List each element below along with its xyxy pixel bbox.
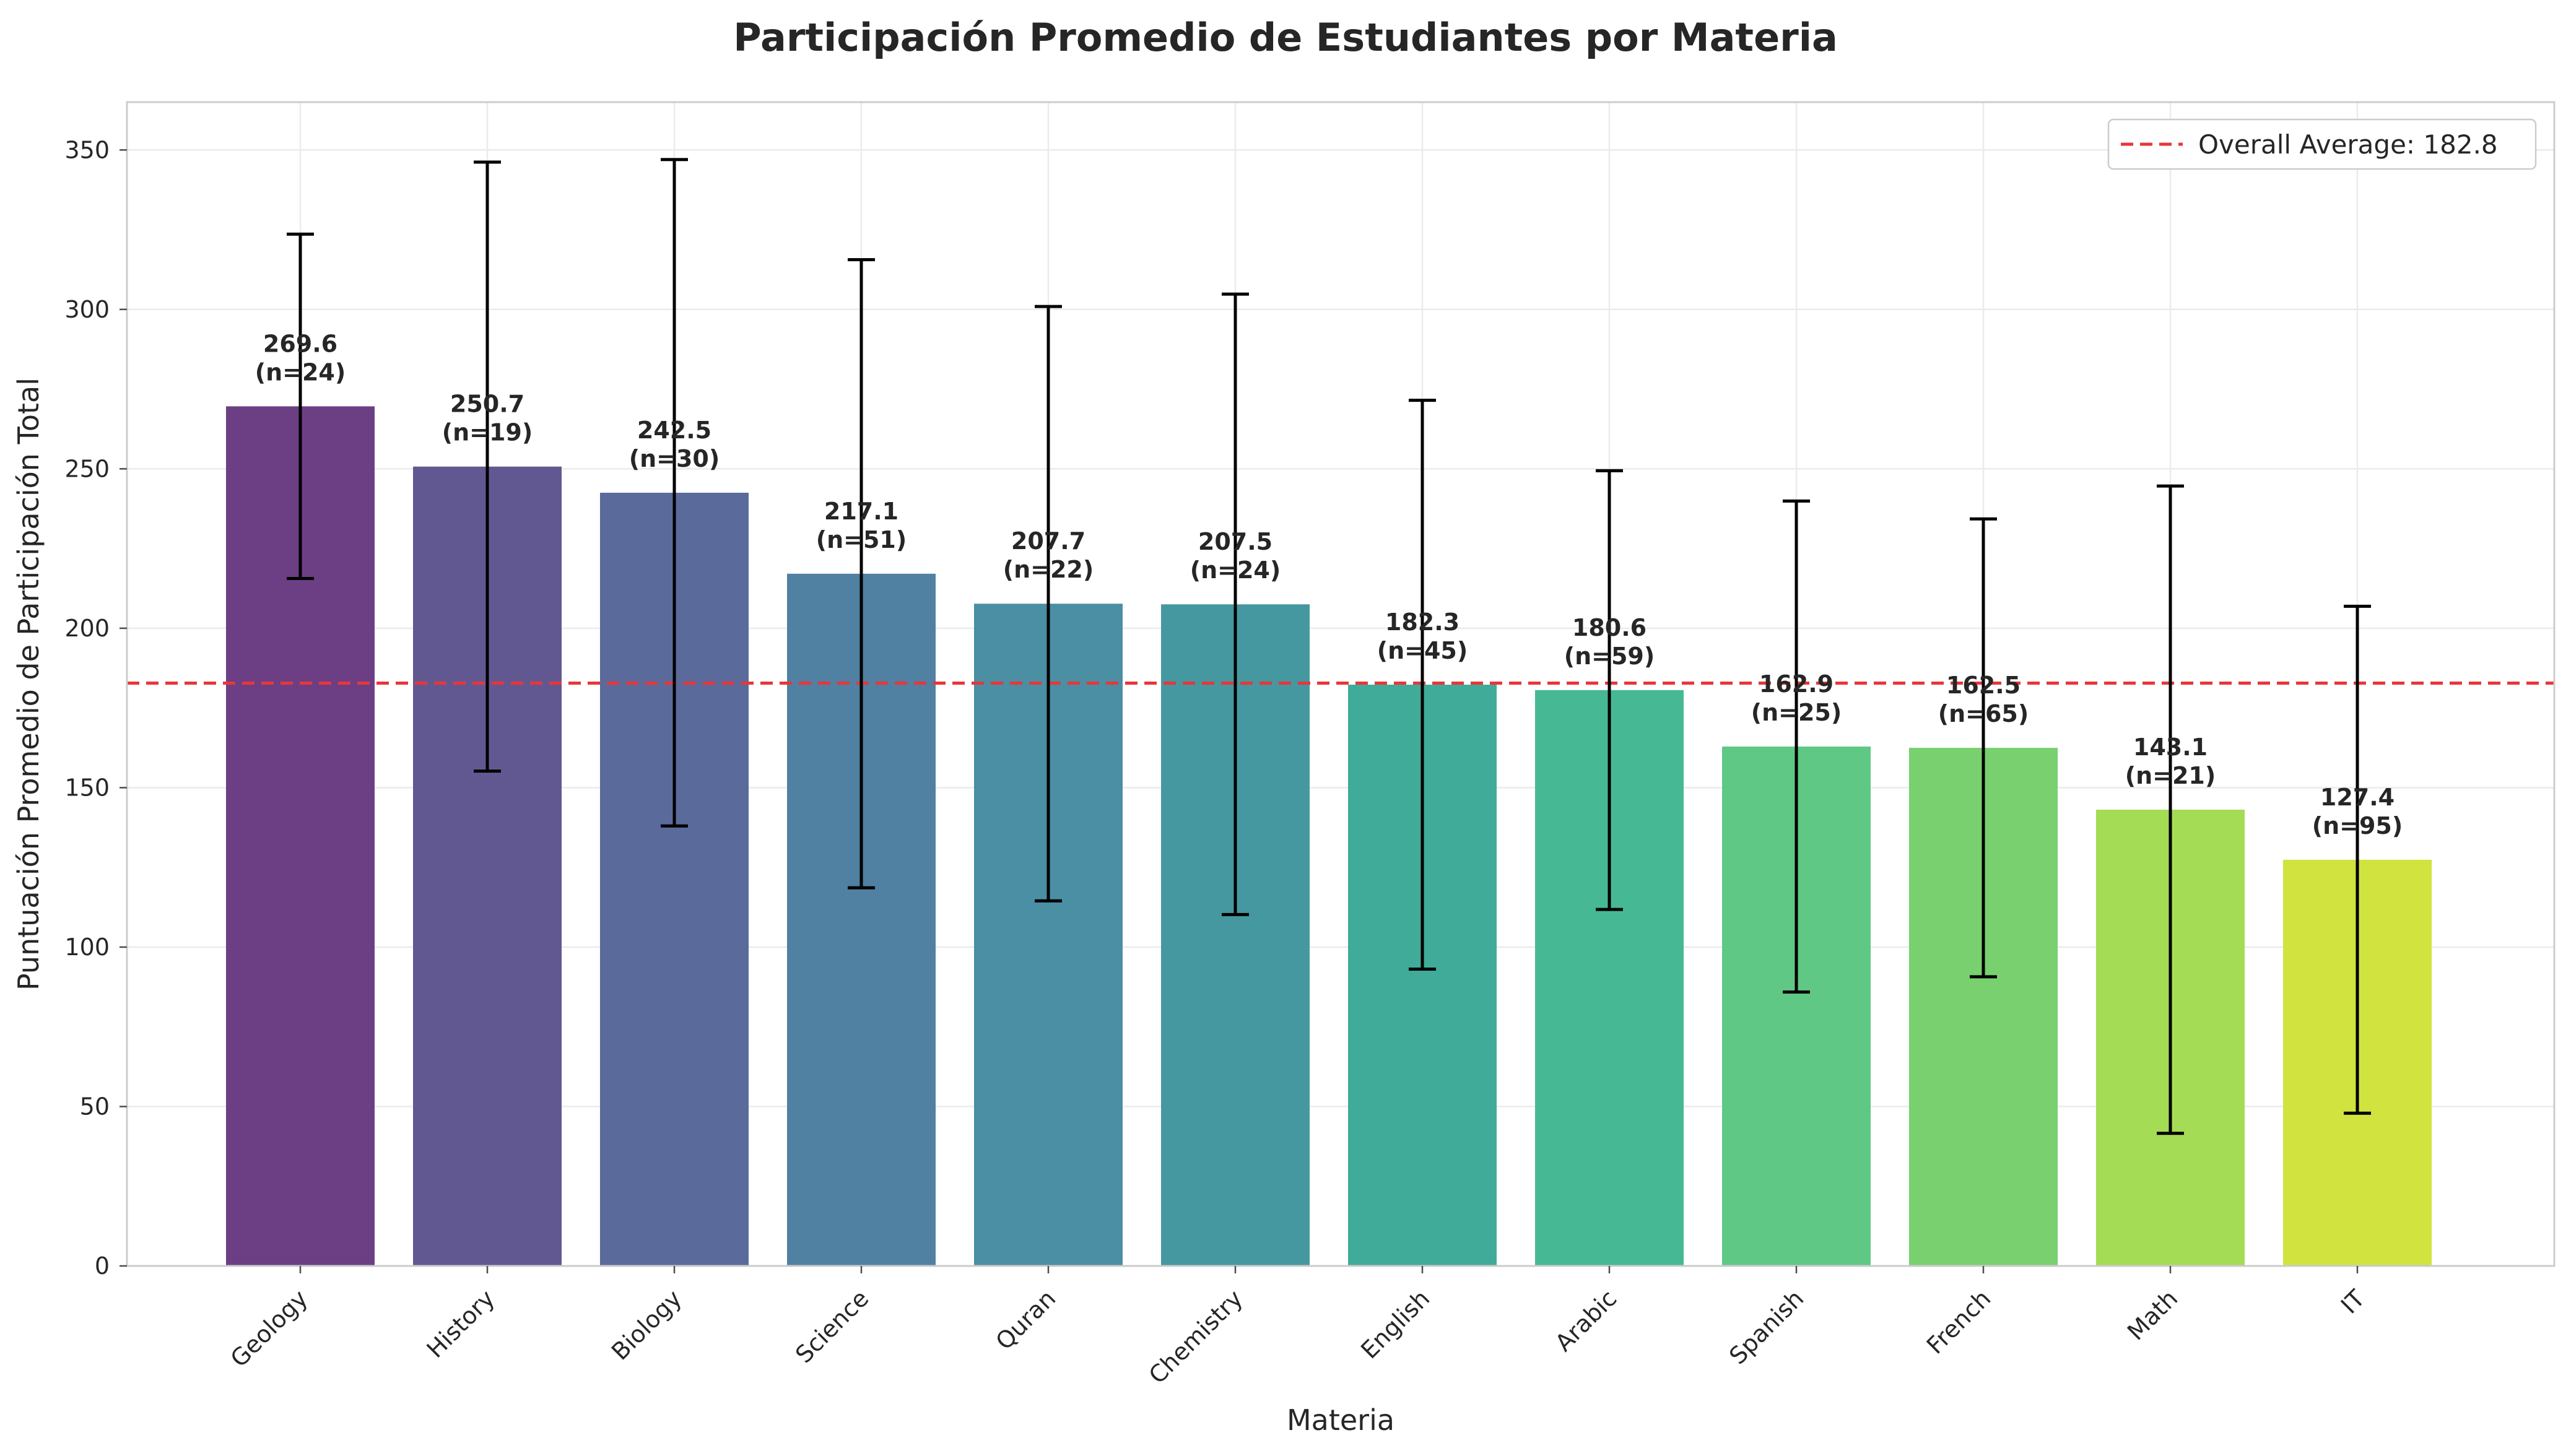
value-label: 180.6 <box>1572 614 1647 641</box>
count-label: (n=22) <box>1003 556 1094 583</box>
value-label: 182.3 <box>1385 609 1460 636</box>
legend-box <box>2107 118 2537 170</box>
count-label: (n=45) <box>1377 637 1468 664</box>
value-label: 143.1 <box>2133 734 2208 761</box>
count-label: (n=19) <box>442 419 533 446</box>
bars <box>226 406 2432 1266</box>
count-label: (n=24) <box>255 358 346 386</box>
value-label: 269.6 <box>263 330 337 357</box>
legend-entry: Overall Average: 182.8 <box>2198 129 2498 160</box>
value-label: 250.7 <box>450 391 524 418</box>
error-bars <box>287 158 2371 1135</box>
y-tick-label: 100 <box>64 934 110 961</box>
value-label: 207.5 <box>1198 528 1272 555</box>
y-tick-label: 150 <box>64 774 110 801</box>
count-label: (n=65) <box>1938 700 2029 727</box>
x-axis-label: Materia <box>1287 1403 1394 1437</box>
chart-title: Participación Promedio de Estudiantes po… <box>733 15 1838 60</box>
y-axis-label: Puntuación Promedio de Participación Tot… <box>12 378 45 990</box>
y-tick-label: 50 <box>80 1093 110 1120</box>
y-tick-label: 200 <box>64 615 110 642</box>
y-tick-label: 250 <box>64 455 110 482</box>
count-label: (n=21) <box>2125 762 2216 789</box>
count-label: (n=25) <box>1751 699 1842 726</box>
count-label: (n=59) <box>1564 643 1655 670</box>
y-axis: 0 50 100 150 200 250 300 350 <box>64 136 127 1280</box>
y-tick-label: 300 <box>64 296 110 323</box>
value-label: 162.9 <box>1759 670 1834 698</box>
count-label: (n=30) <box>629 445 720 472</box>
value-label: 127.4 <box>2320 784 2395 811</box>
value-label: 217.1 <box>824 498 898 525</box>
value-label: 242.5 <box>637 417 711 444</box>
value-label: 162.5 <box>1946 672 2021 699</box>
y-tick-label: 0 <box>95 1252 110 1280</box>
count-label: (n=24) <box>1190 557 1281 584</box>
data-labels: 269.6(n=24)250.7(n=19) 242.5(n=30)217.1(n… <box>255 330 2403 839</box>
count-label: (n=95) <box>2312 812 2403 839</box>
y-tick-label: 350 <box>64 136 110 163</box>
count-label: (n=51) <box>816 526 907 553</box>
value-label: 207.7 <box>1011 527 1085 555</box>
plot-frame <box>126 101 2556 1267</box>
legend: Overall Average: 182.8 <box>2107 118 2537 170</box>
